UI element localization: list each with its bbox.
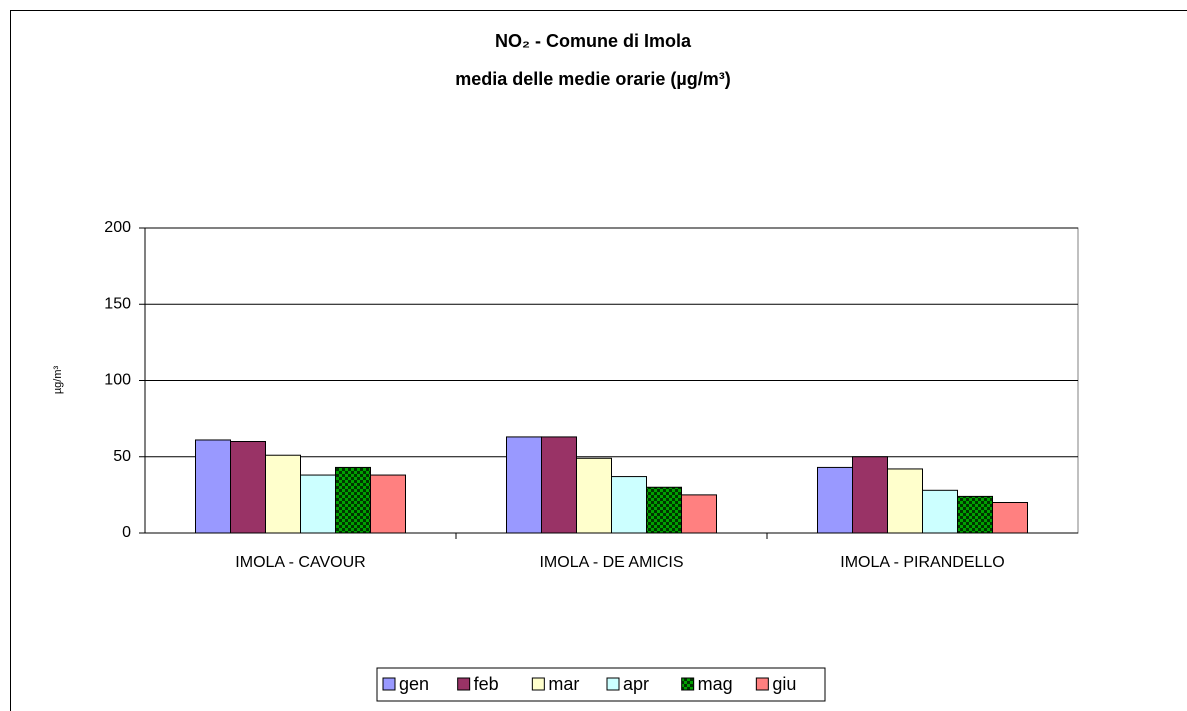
legend-box (376, 667, 826, 702)
legend-label: giu (772, 674, 796, 694)
legend-label: feb (474, 674, 499, 694)
bar (957, 495, 993, 534)
y-tick-label: 150 (104, 295, 131, 312)
legend-label: mag (698, 674, 733, 694)
legend-swatch (382, 677, 396, 691)
bar (506, 436, 542, 534)
bar (230, 441, 266, 534)
legend-label: mar (548, 674, 579, 694)
bar (576, 457, 612, 534)
bar (646, 486, 682, 534)
bar (335, 466, 371, 534)
legend-swatch (681, 677, 695, 691)
bar (300, 474, 336, 534)
chart-subtitle: media delle medie orarie (µg/m³) (455, 69, 730, 89)
chart-title: NO₂ - Comune di Imola (495, 31, 692, 51)
bar (611, 476, 647, 534)
bar (265, 454, 301, 534)
y-tick-label: 50 (113, 448, 131, 465)
bar (887, 468, 923, 534)
bar (852, 456, 888, 534)
legend-swatch (755, 677, 769, 691)
x-tick-label: IMOLA - PIRANDELLO (840, 554, 1005, 571)
y-tick-label: 0 (122, 524, 131, 541)
y-axis-label: µg/m³ (52, 365, 64, 394)
bar (541, 436, 577, 534)
legend-swatch (531, 677, 545, 691)
bar (992, 502, 1028, 534)
y-tick-label: 200 (104, 219, 131, 236)
bar (195, 439, 231, 534)
bar (370, 474, 406, 534)
bar (817, 466, 853, 534)
bar (922, 489, 958, 534)
legend-label: gen (399, 674, 429, 694)
y-tick-label: 100 (104, 372, 131, 389)
legend-label: apr (623, 674, 649, 694)
x-tick-label: IMOLA - DE AMICIS (539, 554, 683, 571)
legend-swatch (606, 677, 620, 691)
x-tick-label: IMOLA - CAVOUR (235, 554, 365, 571)
bar (681, 494, 717, 534)
legend-swatch (457, 677, 471, 691)
